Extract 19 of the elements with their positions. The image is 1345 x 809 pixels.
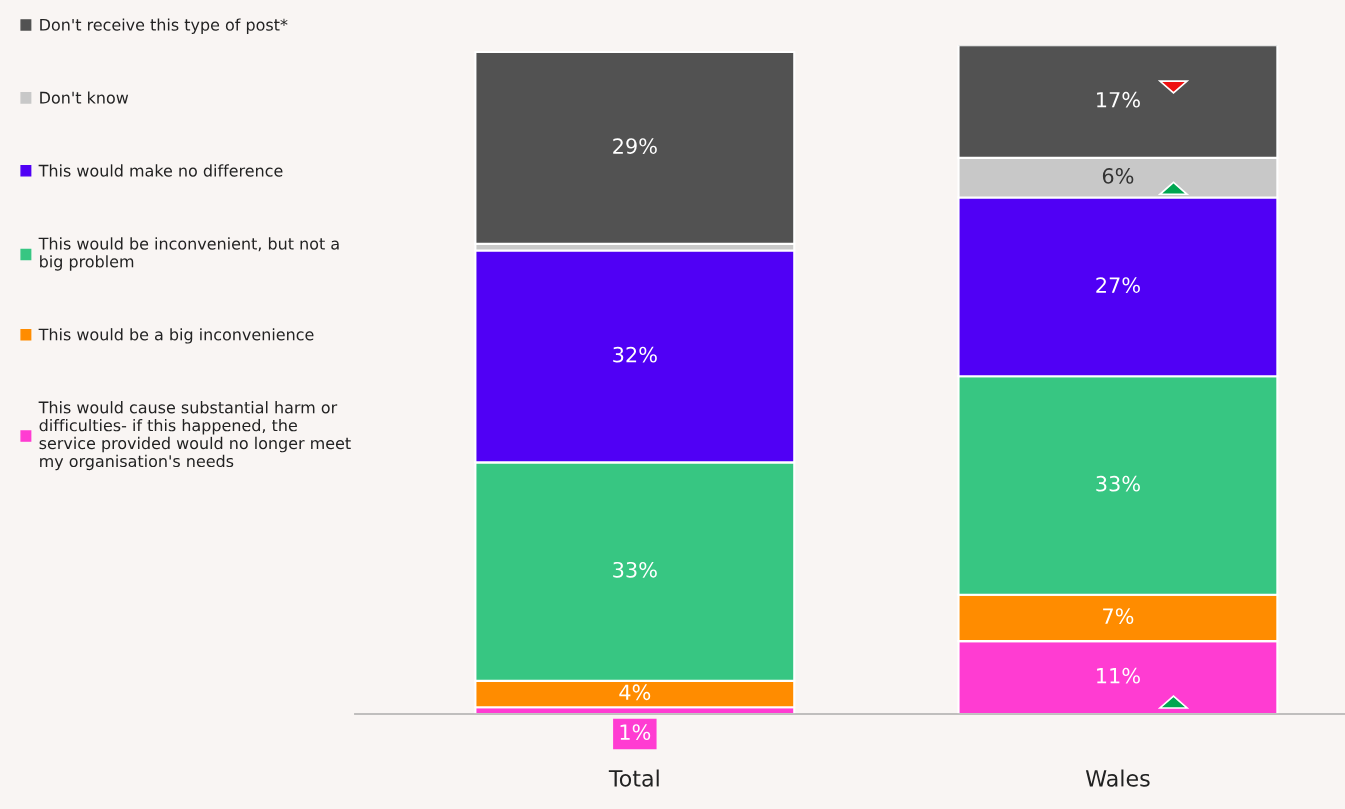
x-tick-label: Total — [608, 769, 659, 787]
data-label: 11% — [1097, 667, 1140, 684]
legend-label: This would make no difference — [38, 164, 283, 177]
data-label: 27% — [1096, 277, 1140, 293]
legend-label: This would cause substantial harm or difficulties- if this happened, the service provided would no longer meet my organisation's needs — [38, 401, 351, 471]
data-label: 17% — [1097, 91, 1140, 108]
data-label: 4% — [619, 684, 651, 701]
data-label: 1% — [620, 724, 651, 740]
legend-label: Don't know — [40, 91, 129, 104]
data-label: 32% — [613, 346, 657, 363]
data-label: 29% — [613, 138, 657, 154]
data-label: 6% — [1102, 167, 1134, 184]
legend-label: This would be a big inconvenience — [38, 328, 314, 344]
data-label: 33% — [1096, 475, 1140, 492]
data-label: 7% — [1103, 608, 1134, 624]
x-tick-label: Wales — [1085, 769, 1150, 787]
legend-label: Don't receive this type of post* — [40, 18, 288, 34]
legend-label: This would be inconvenient, but not a big problem — [38, 237, 339, 271]
data-label: 33% — [613, 561, 657, 578]
